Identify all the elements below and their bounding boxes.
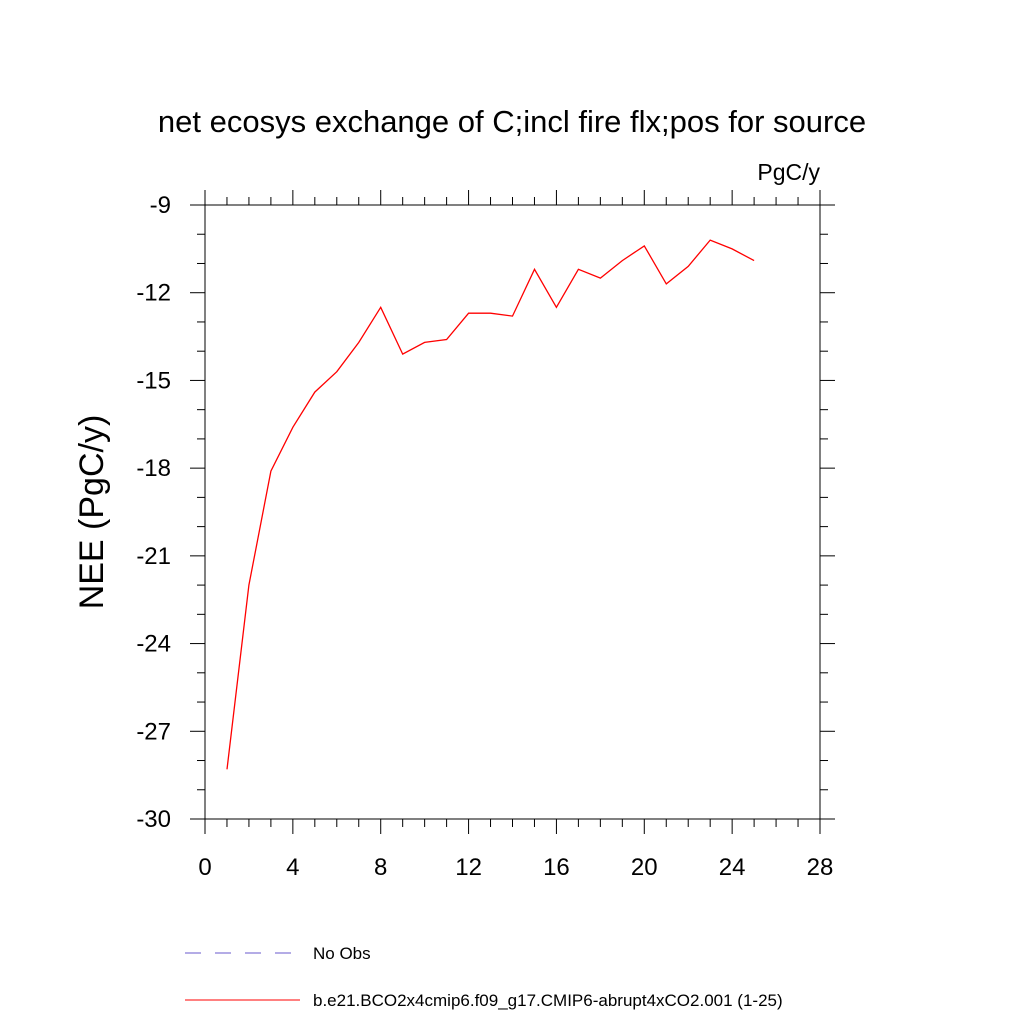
legend: No Obs b.e21.BCO2x4cmip6.f09_g17.CMIP6-ab…	[185, 944, 783, 1010]
x-tick-label: 12	[455, 854, 482, 881]
x-tick-label: 24	[719, 854, 746, 881]
units-label: PgC/y	[757, 159, 820, 185]
x-tick-label: 8	[374, 854, 387, 881]
chart-title: net ecosys exchange of C;incl fire flx;p…	[158, 104, 866, 139]
x-tick-label: 0	[198, 854, 211, 881]
series-layer	[226, 239, 755, 770]
y-tick-label: -30	[136, 806, 171, 833]
series-line	[226, 239, 755, 770]
tick-labels: 0 4 8 12 16 20 24 28 -9 -12 -15 -18 -21 -24 -27 -30	[136, 192, 833, 881]
y-tick-label: -9	[150, 192, 171, 219]
y-tick-label: -12	[136, 280, 171, 307]
plot-frame	[204, 204, 821, 820]
y-tick-label: -24	[136, 631, 171, 658]
y-tick-label: -15	[136, 367, 171, 394]
y-axis-label: NEE (PgC/y)	[73, 415, 111, 610]
x-tick-label: 20	[631, 854, 658, 881]
y-tick-label: -18	[136, 455, 171, 482]
legend-label: No Obs	[313, 944, 371, 963]
x-tick-label: 28	[807, 854, 834, 881]
legend-label: b.e21.BCO2x4cmip6.f09_g17.CMIP6-abrupt4x…	[313, 991, 783, 1010]
x-tick-label: 4	[286, 854, 299, 881]
x-tick-label: 16	[543, 854, 570, 881]
axis-ticks	[190, 190, 835, 834]
y-tick-label: -27	[136, 718, 171, 745]
y-tick-label: -21	[136, 543, 171, 570]
